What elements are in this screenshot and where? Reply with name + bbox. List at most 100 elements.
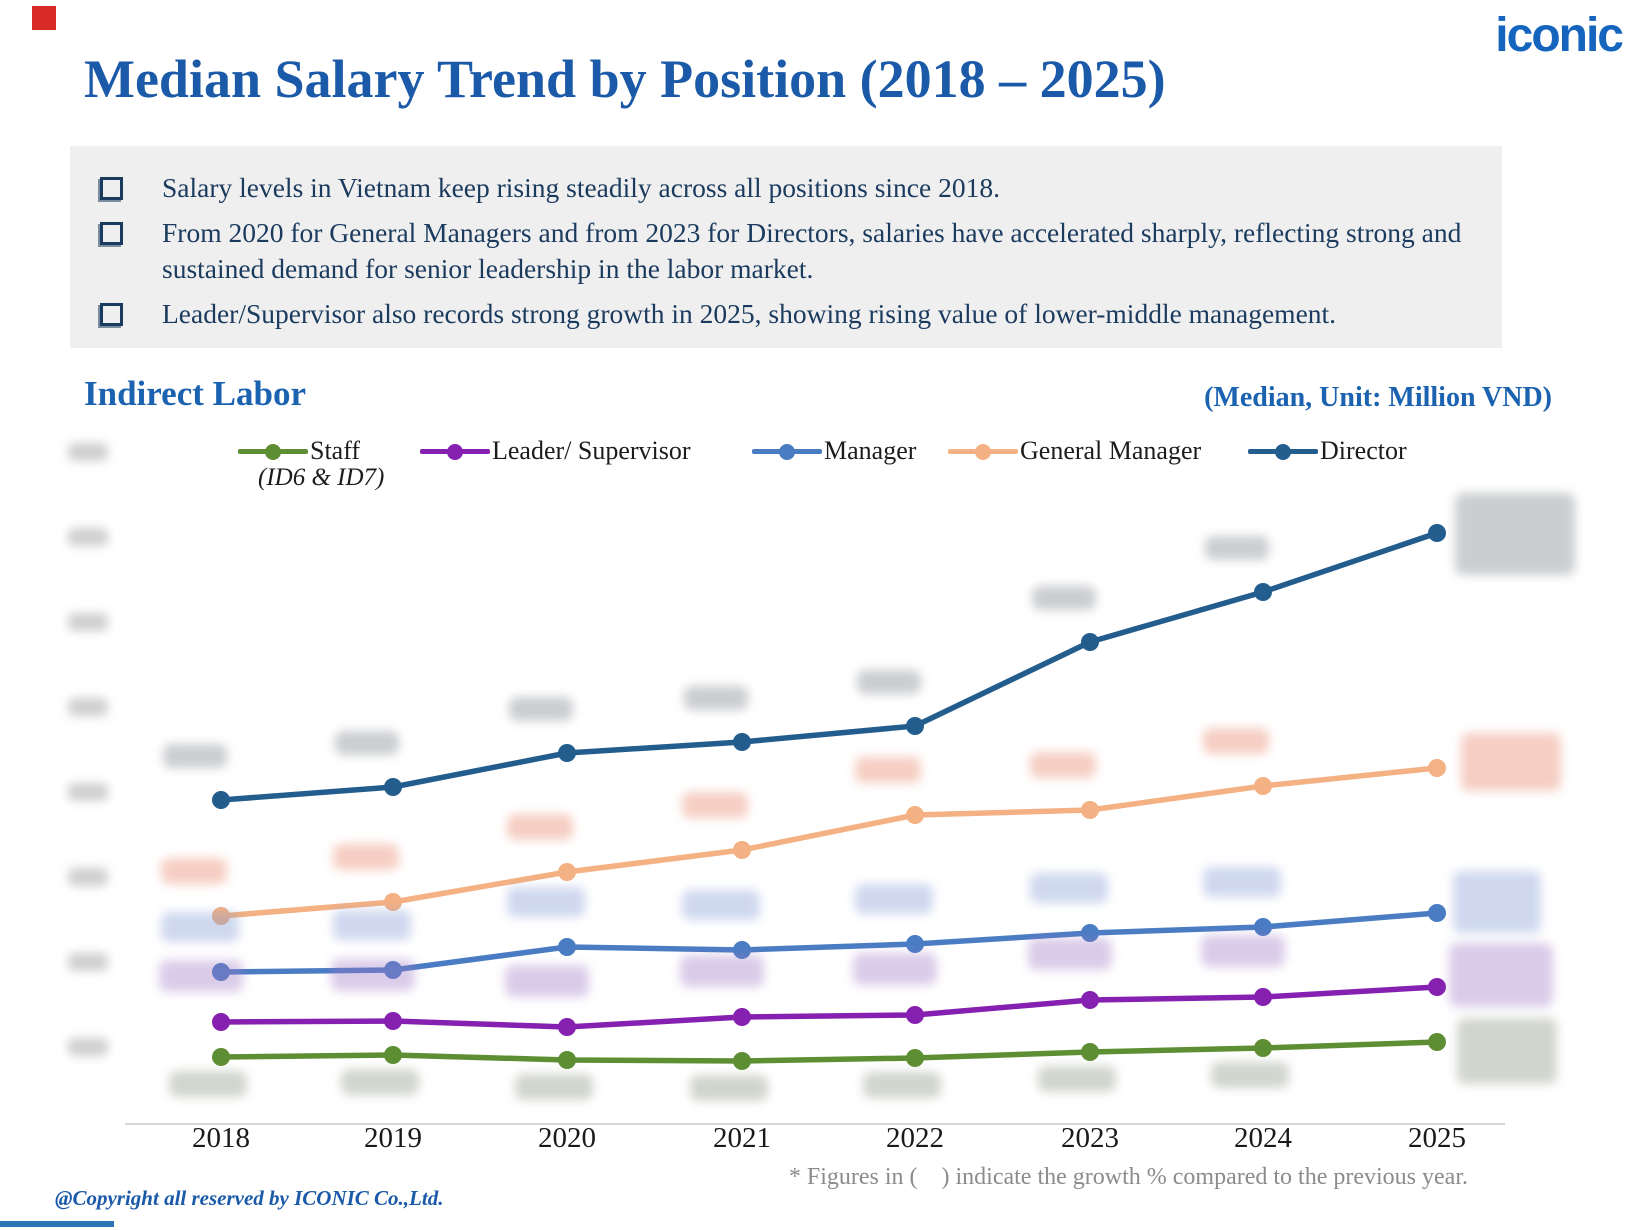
bullet-item: Leader/Supervisor also records strong gr… bbox=[96, 296, 1474, 332]
redacted-data-label bbox=[1205, 536, 1269, 560]
legend-label: Director bbox=[1320, 436, 1407, 465]
redacted-data-label bbox=[507, 814, 573, 840]
data-point bbox=[1081, 801, 1099, 819]
data-point bbox=[906, 1006, 924, 1024]
data-point bbox=[1081, 633, 1099, 651]
data-point bbox=[1428, 1033, 1446, 1051]
series-line-director bbox=[220, 530, 1438, 803]
legend-label: General Manager bbox=[1020, 436, 1202, 465]
data-point bbox=[733, 733, 751, 751]
redacted-data-label bbox=[1030, 752, 1096, 778]
x-axis-label: 2025 bbox=[1408, 1122, 1466, 1154]
data-point bbox=[733, 941, 751, 959]
redacted-data-label bbox=[857, 670, 921, 694]
redacted-data-label bbox=[1449, 943, 1553, 1007]
series-line-leader-supervisor bbox=[220, 984, 1438, 1030]
data-point bbox=[384, 893, 402, 911]
redacted-y-tick bbox=[68, 698, 108, 716]
legend-item-director: Director bbox=[1248, 436, 1407, 466]
red-accent-mark bbox=[32, 6, 56, 30]
data-point bbox=[212, 1048, 230, 1066]
x-axis-label: 2018 bbox=[192, 1122, 250, 1154]
data-point bbox=[212, 1013, 230, 1031]
series-line-general-manager bbox=[220, 765, 1438, 919]
data-point bbox=[906, 935, 924, 953]
redacted-y-tick bbox=[68, 443, 108, 461]
redacted-data-label bbox=[333, 910, 411, 940]
redacted-y-tick bbox=[68, 953, 108, 971]
data-point bbox=[1428, 759, 1446, 777]
data-point bbox=[1254, 988, 1272, 1006]
redacted-data-label bbox=[161, 858, 227, 884]
redacted-data-label bbox=[684, 686, 748, 710]
redacted-data-label bbox=[682, 890, 760, 920]
redacted-data-label bbox=[853, 953, 937, 985]
redacted-data-label bbox=[163, 744, 227, 768]
data-point bbox=[1254, 777, 1272, 795]
data-point bbox=[1254, 583, 1272, 601]
redacted-data-label bbox=[161, 912, 239, 942]
data-point bbox=[384, 1012, 402, 1030]
data-point bbox=[1081, 924, 1099, 942]
redacted-data-label bbox=[1453, 871, 1541, 933]
redacted-data-label bbox=[507, 887, 585, 917]
redacted-data-label bbox=[1203, 867, 1281, 897]
data-point bbox=[384, 1046, 402, 1064]
x-axis-label: 2021 bbox=[713, 1122, 771, 1154]
bullet-text: From 2020 for General Managers and from … bbox=[162, 217, 1462, 284]
legend-label: Leader/ Supervisor bbox=[492, 436, 691, 465]
copyright: @Copyright all reserved by ICONIC Co.,Lt… bbox=[55, 1186, 444, 1210]
data-point bbox=[558, 744, 576, 762]
redacted-y-tick bbox=[68, 868, 108, 886]
data-point bbox=[733, 841, 751, 859]
redacted-data-label bbox=[509, 697, 573, 721]
unit-note: (Median, Unit: Million VND) bbox=[1204, 382, 1552, 413]
x-axis-label: 2022 bbox=[886, 1122, 944, 1154]
redacted-data-label bbox=[335, 731, 399, 755]
redacted-y-tick bbox=[68, 1038, 108, 1056]
redacted-data-label bbox=[159, 960, 243, 992]
legend-item-general-manager: General Manager bbox=[948, 436, 1201, 466]
redacted-y-tick bbox=[68, 613, 108, 631]
data-point bbox=[1081, 1043, 1099, 1061]
data-point bbox=[1428, 978, 1446, 996]
bullet-text: Salary levels in Vietnam keep rising ste… bbox=[162, 172, 1000, 203]
legend-marker-icon bbox=[752, 436, 822, 466]
redacted-data-label bbox=[1457, 1018, 1557, 1084]
bottom-accent-bar bbox=[0, 1221, 114, 1227]
data-point bbox=[906, 717, 924, 735]
redacted-y-tick bbox=[68, 528, 108, 546]
iconic-logo: iconic bbox=[1495, 9, 1624, 62]
footnote: * Figures in ( ) indicate the growth % c… bbox=[788, 1164, 1468, 1190]
x-axis-label: 2020 bbox=[538, 1122, 596, 1154]
redacted-data-label bbox=[341, 1069, 419, 1095]
series-line-manager bbox=[220, 910, 1438, 975]
series-line-staff bbox=[220, 1039, 1438, 1064]
legend-marker-icon bbox=[948, 436, 1018, 466]
legend-item-leader-supervisor: Leader/ Supervisor bbox=[420, 436, 691, 466]
data-point bbox=[212, 963, 230, 981]
redacted-data-label bbox=[680, 955, 764, 987]
legend-marker-icon bbox=[1248, 436, 1318, 466]
section-heading: Indirect Labor bbox=[84, 374, 306, 413]
data-point bbox=[733, 1052, 751, 1070]
redacted-y-tick bbox=[68, 783, 108, 801]
data-point bbox=[1254, 918, 1272, 936]
redacted-data-label bbox=[1032, 586, 1096, 610]
redacted-data-label bbox=[515, 1074, 593, 1100]
data-point bbox=[906, 806, 924, 824]
data-point bbox=[558, 1018, 576, 1036]
summary-box: Salary levels in Vietnam keep rising ste… bbox=[70, 146, 1502, 348]
data-point bbox=[212, 791, 230, 809]
checkbox-icon bbox=[100, 303, 123, 326]
bullet-item: From 2020 for General Managers and from … bbox=[96, 215, 1474, 287]
summary-bullet-list: Salary levels in Vietnam keep rising ste… bbox=[96, 170, 1474, 332]
data-point bbox=[558, 1051, 576, 1069]
redacted-data-label bbox=[1028, 938, 1112, 970]
redacted-data-label bbox=[1455, 493, 1575, 575]
page-title: Median Salary Trend by Position (2018 – … bbox=[84, 49, 1166, 109]
redacted-data-label bbox=[855, 884, 933, 914]
legend-marker-icon bbox=[420, 436, 490, 466]
redacted-data-label bbox=[169, 1071, 247, 1097]
